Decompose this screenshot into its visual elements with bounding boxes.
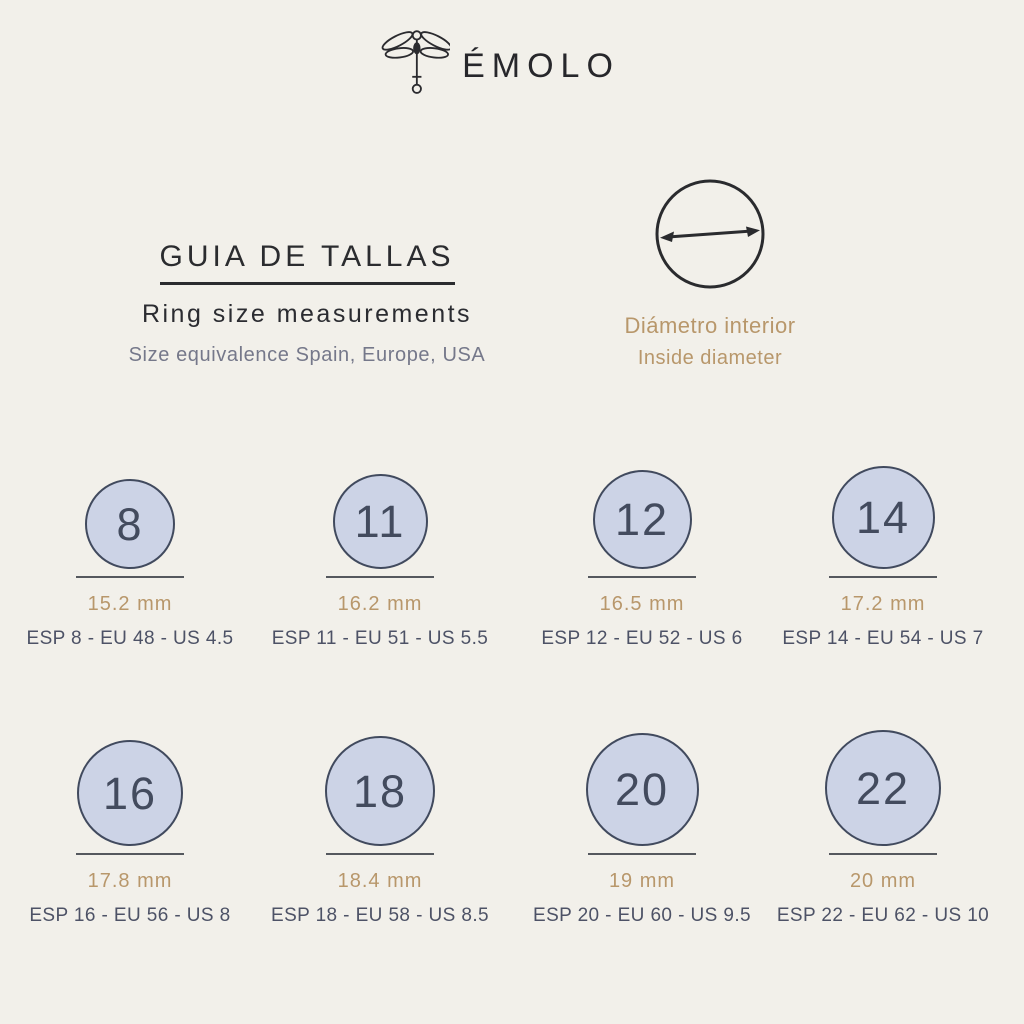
ring-diameter-label: 20 mm [849,870,917,892]
diameter-rule [76,576,184,578]
ring-equivalence-label: ESP 11 - EU 51 - US 5.5 [271,628,489,649]
ring-size-number: 14 [855,492,911,543]
page-subtitle: Ring size measurements [141,300,473,328]
equivalence-note: Size equivalence Spain, Europe, USA [128,344,486,366]
ring-size-number: 12 [614,494,670,545]
ring-size-circle: 20 [585,733,699,846]
size-cell: 11 16.2 mm ESP 11 - EU 51 - US 5.5 [255,447,505,650]
diameter-rule [829,853,937,855]
brand-header: ÉMOLO [0,26,1012,100]
diameter-rule [326,576,434,578]
title-block: GUIA DE TALLAS Ring size measurements Si… [57,240,557,367]
ring-equivalence-label: ESP 16 - EU 56 - US 8 [29,905,231,926]
ring-equivalence-label: ESP 12 - EU 52 - US 6 [541,628,743,649]
ring-size-number: 16 [102,767,158,819]
dragonfly-icon [380,26,451,100]
ring-diameter-label: 16.5 mm [599,593,685,615]
diameter-rule [588,576,696,578]
ring-circle-wrap: 12 [592,447,692,569]
ring-diameter-label: 17.2 mm [840,593,926,615]
ring-size-circle: 14 [831,466,935,569]
brand-name: ÉMOLO [462,47,620,85]
ring-circle-wrap: 8 [85,447,175,569]
ring-size-number: 20 [614,764,670,815]
ring-circle-wrap: 14 [831,447,935,569]
ring-equivalence-label: ESP 8 - EU 48 - US 4.5 [26,628,234,649]
size-cell: 14 17.2 mm ESP 14 - EU 54 - US 7 [758,447,1008,650]
size-cell: 8 15.2 mm ESP 8 - EU 48 - US 4.5 [5,447,255,650]
ring-equivalence-label: ESP 18 - EU 58 - US 8.5 [271,905,489,926]
ring-diameter-label: 19 mm [608,870,676,892]
ring-size-circle: 12 [592,470,692,569]
size-cell: 20 19 mm ESP 20 - EU 60 - US 9.5 [517,724,767,927]
size-cell: 18 18.4 mm ESP 18 - EU 58 - US 8.5 [255,724,505,927]
ring-equivalence-label: ESP 20 - EU 60 - US 9.5 [533,905,751,926]
ring-diameter-label: 17.8 mm [87,870,173,892]
ring-diameter-label: 16.2 mm [337,593,423,615]
diameter-rule [829,576,937,578]
ring-circle-wrap: 18 [325,724,435,846]
ring-size-circle: 22 [825,730,941,846]
inside-diameter-label-en: Inside diameter [637,347,783,369]
ring-circle-wrap: 22 [825,724,941,846]
ring-size-circle: 16 [77,740,183,846]
ring-circle-wrap: 11 [332,447,428,569]
inside-diameter-legend: Diámetro interior Inside diameter [585,176,835,370]
ring-circle-wrap: 16 [77,724,183,846]
inside-diameter-label-es: Diámetro interior [624,313,796,338]
ring-size-number: 11 [354,496,406,547]
ring-size-circle: 8 [85,479,175,569]
ring-diameter-label: 18.4 mm [337,870,423,892]
ring-circle-wrap: 20 [585,724,699,846]
diameter-rule [76,853,184,855]
diameter-rule [588,853,696,855]
ring-size-number: 22 [855,762,911,814]
ring-equivalence-label: ESP 14 - EU 54 - US 7 [782,628,984,649]
ring-size-number: 18 [352,765,408,817]
size-cell: 22 20 mm ESP 22 - EU 62 - US 10 [758,724,1008,927]
diameter-rule [326,853,434,855]
page-title: GUIA DE TALLAS [159,240,455,285]
ring-size-circle: 11 [332,474,428,569]
ring-equivalence-label: ESP 22 - EU 62 - US 10 [776,905,990,926]
ring-size-circle: 18 [325,736,435,846]
circle-diameter-arrow-icon [652,176,768,292]
ring-diameter-label: 15.2 mm [87,593,173,615]
size-cell: 12 16.5 mm ESP 12 - EU 52 - US 6 [517,447,767,650]
size-cell: 16 17.8 mm ESP 16 - EU 56 - US 8 [5,724,255,927]
ring-size-number: 8 [116,498,144,550]
